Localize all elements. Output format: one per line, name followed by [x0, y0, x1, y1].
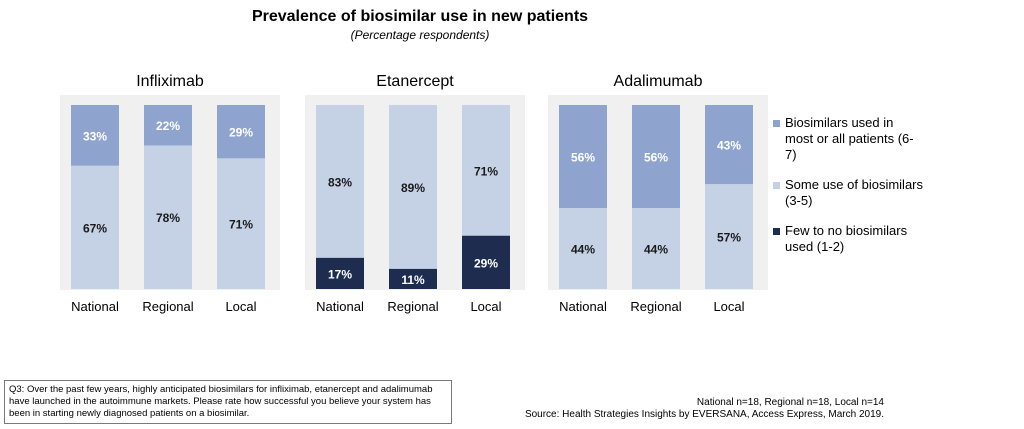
source-block: National n=18, Regional n=18, Local n=14…: [525, 397, 884, 421]
bar-infliximab-national-s1: [71, 165, 119, 289]
bar-etanercept-national-s0: [316, 257, 364, 289]
bar-etanercept-national-s1: [316, 105, 364, 258]
bar-etanercept-regional-s1: [389, 105, 437, 269]
data-label-infliximab-national-s1: 67%: [83, 221, 107, 235]
legend: Biosimilars used in most or all patients…: [773, 115, 923, 269]
legend-item-some: Some use of biosimilars (3-5): [773, 177, 923, 209]
bar-adalimumab-regional-s2: [632, 105, 680, 209]
bar-adalimumab-national-s1: [559, 208, 607, 289]
panel-title-adalimumab: Adalimumab: [614, 73, 703, 90]
bar-infliximab-local-s2: [217, 105, 265, 159]
bar-adalimumab-regional-s1: [632, 208, 680, 289]
bar-infliximab-local-s1: [217, 158, 265, 289]
legend-item-most: Biosimilars used in most or all patients…: [773, 115, 923, 163]
category-label-adalimumab-local: Local: [713, 299, 744, 314]
legend-item-few: Few to no biosimilars used (1-2): [773, 223, 923, 255]
data-label-etanercept-regional-s0: 11%: [401, 273, 425, 287]
category-label-infliximab-national: National: [71, 299, 119, 314]
data-label-adalimumab-regional-s2: 56%: [644, 151, 668, 165]
data-label-etanercept-national-s1: 83%: [328, 175, 352, 189]
bar-infliximab-regional-s2: [144, 105, 192, 146]
legend-swatch-few: [773, 228, 780, 235]
panel-title-etanercept: Etanercept: [376, 73, 454, 90]
question-footnote: Q3: Over the past few years, highly anti…: [4, 380, 452, 424]
bar-infliximab-national-s2: [71, 105, 119, 166]
category-label-etanercept-national: National: [316, 299, 364, 314]
bar-adalimumab-national-s2: [559, 105, 607, 209]
legend-label-few: Few to no biosimilars used (1-2): [785, 223, 908, 254]
data-label-adalimumab-national-s2: 56%: [571, 151, 595, 165]
source-note: Source: Health Strategies Insights by EV…: [524, 409, 884, 420]
category-label-adalimumab-regional: Regional: [630, 299, 681, 314]
data-label-infliximab-local-s2: 29%: [229, 126, 253, 140]
data-label-etanercept-regional-s1: 89%: [401, 181, 425, 195]
category-label-etanercept-regional: Regional: [387, 299, 438, 314]
data-label-etanercept-national-s0: 17%: [328, 267, 352, 281]
legend-label-some: Some use of biosimilars (3-5): [785, 177, 923, 208]
bar-infliximab-regional-s1: [144, 145, 192, 289]
data-label-adalimumab-local-s2: 43%: [717, 139, 741, 153]
data-label-adalimumab-local-s1: 57%: [717, 231, 741, 245]
bar-adalimumab-local-s1: [705, 184, 753, 289]
category-label-infliximab-local: Local: [225, 299, 256, 314]
data-label-infliximab-regional-s1: 78%: [156, 211, 180, 225]
bar-etanercept-regional-s0: [389, 268, 437, 289]
data-label-adalimumab-regional-s1: 44%: [644, 243, 668, 257]
sample-size-note: National n=18, Regional n=18, Local n=14: [696, 397, 884, 408]
category-label-infliximab-regional: Regional: [142, 299, 193, 314]
legend-swatch-some: [773, 182, 780, 189]
chart-title: Prevalence of biosimilar use in new pati…: [251, 8, 589, 25]
bar-adalimumab-local-s2: [705, 105, 753, 185]
data-label-adalimumab-national-s1: 44%: [571, 243, 595, 257]
data-label-etanercept-local-s0: 29%: [474, 256, 498, 270]
bar-etanercept-local-s0: [462, 235, 510, 289]
data-label-infliximab-national-s2: 33%: [83, 129, 107, 143]
panel-title-infliximab: Infliximab: [136, 73, 204, 90]
legend-label-most: Biosimilars used in most or all patients…: [785, 115, 914, 162]
data-label-infliximab-regional-s2: 22%: [156, 119, 180, 133]
category-label-etanercept-local: Local: [470, 299, 501, 314]
data-label-infliximab-local-s1: 71%: [229, 218, 253, 232]
bar-etanercept-local-s1: [462, 105, 510, 236]
category-label-adalimumab-national: National: [559, 299, 607, 314]
chart-subtitle: (Percentage respondents): [350, 28, 490, 42]
legend-swatch-most: [773, 120, 780, 127]
data-label-etanercept-local-s1: 71%: [474, 164, 498, 178]
